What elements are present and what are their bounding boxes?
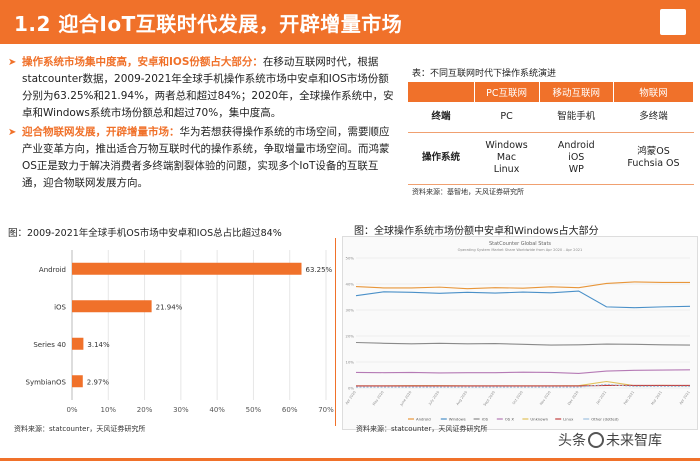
category-label: Series 40 xyxy=(33,341,66,349)
y-tick-label: 10% xyxy=(346,360,355,365)
bullet-text: 华为若想获得操作系统的市场空间，需要顺应产业变革方向，推出适合万物互联时代的操作… xyxy=(22,126,390,189)
watermark: 头条 未来智库 xyxy=(558,430,662,450)
inner-subtitle: Operating System Market Share Worldwide … xyxy=(458,248,583,252)
bar xyxy=(72,300,152,313)
series-line xyxy=(355,341,691,346)
y-tick-label: 20% xyxy=(346,334,355,339)
bullet-list: ➤ 操作系统市场集中度高，安卓和IOS份额占大部分：在移动互联网时代，根据sta… xyxy=(8,54,396,194)
table-cell: 多终端 xyxy=(613,102,694,133)
table-caption: 表：不同互联网时代下操作系统演进 xyxy=(412,69,557,79)
corner-badge xyxy=(660,9,686,35)
data-label: 63.25% xyxy=(306,266,333,274)
series-line xyxy=(355,290,691,309)
category-label: Android xyxy=(39,266,66,274)
bar xyxy=(72,262,302,275)
table-row-label: 操作系统 xyxy=(408,132,474,185)
data-label: 3.14% xyxy=(87,341,110,349)
series-line xyxy=(356,384,690,387)
chart-frame xyxy=(342,236,698,430)
bullet-item: ➤ 操作系统市场集中度高，安卓和IOS份额占大部分：在移动互联网时代，根据sta… xyxy=(8,54,396,122)
table-row: 操作系统 Windows Mac Linux Android iOS WP 鸿蒙OS Fu… xyxy=(408,132,694,185)
table-header-cell: PC互联网 xyxy=(474,82,540,102)
inner-title: StatCounter Global Stats xyxy=(489,241,551,247)
bullet-arrow-icon: ➤ xyxy=(8,127,17,138)
table-cell: Android iOS WP xyxy=(539,132,614,185)
legend-label: OS X xyxy=(505,417,515,422)
os-evolution-table: PC互联网 移动互联网 物联网 终端 PC 智能手机 多终端 操作系统 Wind… xyxy=(408,82,695,185)
x-tick-label: 10% xyxy=(101,406,117,414)
bullet-item: ➤ 迎合物联网发展，开辟增量市场：华为若想获得操作系统的市场空间，需要顺应产业变… xyxy=(8,124,396,192)
x-tick-label: 30% xyxy=(173,406,189,414)
x-tick-label: 40% xyxy=(209,406,225,414)
x-tick-label: 0% xyxy=(66,406,77,414)
series-line xyxy=(355,281,690,290)
bullet-arrow-icon: ➤ xyxy=(8,57,17,68)
data-label: 21.94% xyxy=(156,303,183,311)
y-tick-label: 40% xyxy=(346,282,355,287)
table-cell: Windows Mac Linux xyxy=(474,132,540,185)
y-tick-label: 50% xyxy=(346,256,355,261)
table-cell: 智能手机 xyxy=(539,102,614,133)
legend-label: Linux xyxy=(563,417,574,422)
line-chart-source: 资料来源：statcounter，天风证券研究所 xyxy=(356,425,488,433)
page-title: 1.2 迎合IoT互联时代发展，开辟增量市场 xyxy=(14,12,403,36)
watermark-right: 未来智库 xyxy=(606,433,662,449)
table-header-cell xyxy=(408,82,475,102)
bar xyxy=(72,375,83,388)
bar xyxy=(72,337,84,350)
table-cell: 鸿蒙OS Fuchsia OS xyxy=(613,132,694,185)
bar-chart-source: 资料来源：statcounter，天风证券研究所 xyxy=(14,425,146,433)
line-chart-panel: StatCounter Global Stats Operating System… xyxy=(342,236,698,430)
legend-label: Other (dotted) xyxy=(591,417,619,422)
bullet-highlight: 操作系统市场集中度高，安卓和IOS份额占大部分： xyxy=(22,56,263,68)
title-bar: 1.2 迎合IoT互联时代发展，开辟增量市场 xyxy=(0,0,700,44)
line-chart-caption: 图：全球操作系统市场份额中安卓和Windows占大部分 xyxy=(354,226,599,237)
bottom-accent-line xyxy=(0,458,700,461)
table-row: 终端 PC 智能手机 多终端 xyxy=(408,102,694,133)
bar-chart-panel: 0% 10% 20% 30% 40% 50% 60% 70% Android 63.25% iOS 2… xyxy=(8,238,336,426)
legend-label: Unknown xyxy=(530,417,548,422)
y-tick-label: 0% xyxy=(348,386,354,391)
table-row-label: 终端 xyxy=(408,102,474,133)
bar-chart: 0% 10% 20% 30% 40% 50% 60% 70% Android 63.25% iOS 2… xyxy=(26,250,334,414)
x-tick-label: 70% xyxy=(318,406,334,414)
table-header-cell: 物联网 xyxy=(613,82,695,102)
table-header-cell: 移动互联网 xyxy=(539,82,614,102)
legend-label: Windows xyxy=(449,417,466,422)
legend-label: Android xyxy=(416,417,431,422)
x-tick-label: 60% xyxy=(282,406,298,414)
category-label: iOS xyxy=(54,303,66,311)
bar-chart-caption: 图：2009-2021年全球手机OS市场中安卓和IOS总占比超过84% xyxy=(8,228,282,239)
category-label: SymbianOS xyxy=(26,378,67,386)
at-icon xyxy=(588,432,604,448)
bullet-text: 在移动互联网时代，根据statcounter数据，2009-2021年全球手机操… xyxy=(22,56,394,119)
series-line xyxy=(355,369,691,374)
bullet-highlight: 迎合物联网发展，开辟增量市场： xyxy=(22,126,180,138)
table-cell: PC xyxy=(474,102,540,133)
watermark-left: 头条 xyxy=(558,433,586,449)
y-tick-label: 30% xyxy=(346,308,355,313)
table-source: 资料来源：基智地，天风证券研究所 xyxy=(412,188,524,196)
table-header-row: PC互联网 移动互联网 物联网 xyxy=(408,82,695,102)
x-tick-label: 50% xyxy=(246,406,262,414)
x-tick-label: 20% xyxy=(137,406,153,414)
legend-label: iOS xyxy=(482,417,489,422)
data-label: 2.97% xyxy=(87,378,110,386)
